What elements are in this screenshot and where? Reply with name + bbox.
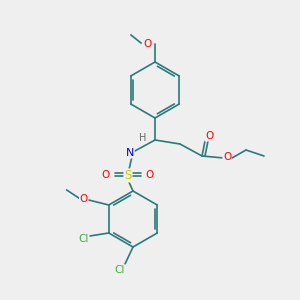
Text: O: O <box>102 170 110 180</box>
Text: N: N <box>126 148 134 158</box>
Text: O: O <box>146 170 154 180</box>
Text: O: O <box>223 152 231 162</box>
Text: O: O <box>143 39 151 49</box>
Text: H: H <box>139 133 147 143</box>
Text: O: O <box>205 131 213 141</box>
Text: S: S <box>124 169 132 182</box>
Text: Cl: Cl <box>115 265 125 275</box>
Text: O: O <box>80 194 88 204</box>
Text: Cl: Cl <box>79 234 89 244</box>
